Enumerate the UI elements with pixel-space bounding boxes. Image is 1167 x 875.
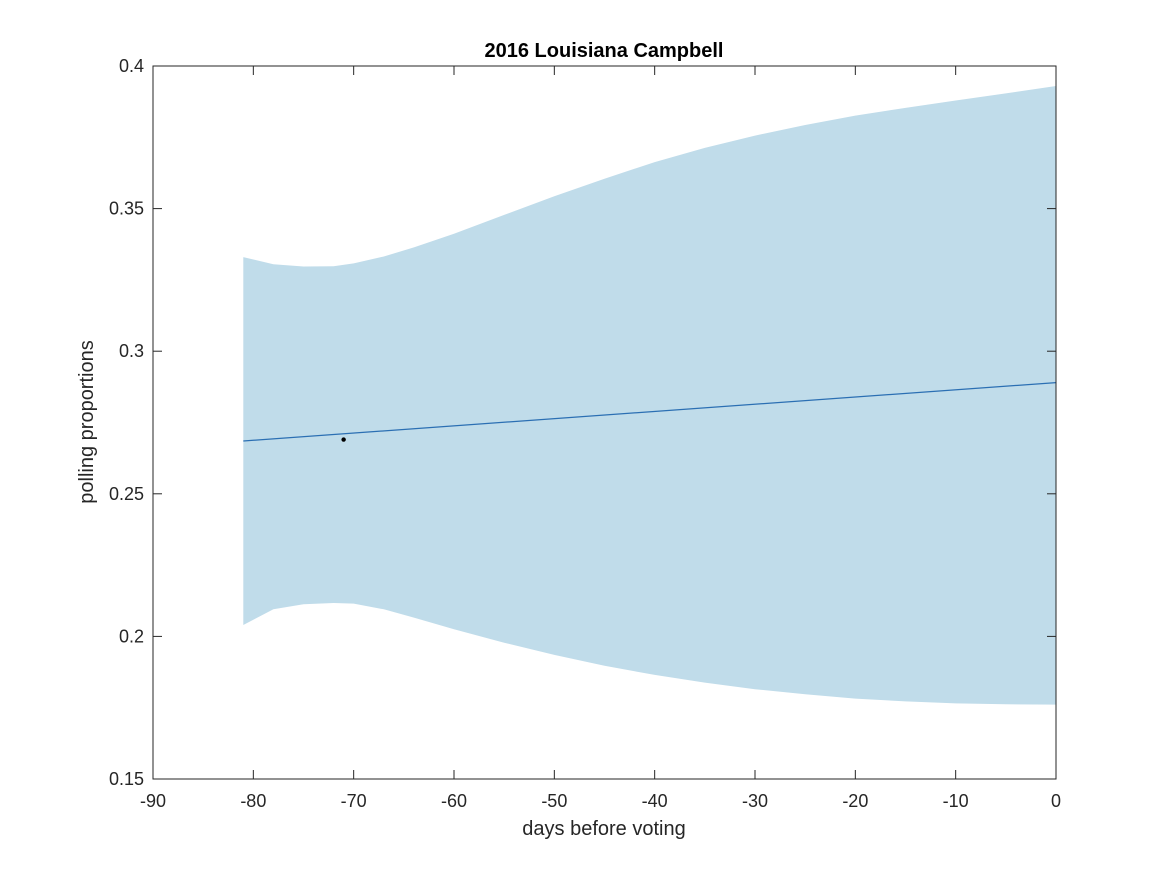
x-tick-label: -90 <box>140 791 166 811</box>
x-tick-label: -50 <box>541 791 567 811</box>
y-tick-label: 0.3 <box>119 341 144 361</box>
x-axis-label: days before voting <box>522 818 685 840</box>
poll-point <box>341 437 346 442</box>
x-tick-label: -80 <box>240 791 266 811</box>
mean-line <box>243 382 1057 442</box>
x-tick-label: -70 <box>341 791 367 811</box>
x-tick-label: 0 <box>1051 791 1061 811</box>
y-tick-label: 0.35 <box>109 199 144 219</box>
axes-box <box>152 65 1057 780</box>
y-tick-label: 0.2 <box>119 626 144 646</box>
y-tick-label: 0.25 <box>109 484 144 504</box>
y-tick-label: 0.4 <box>119 56 144 76</box>
chart-title: 2016 Louisiana Campbell <box>485 40 724 62</box>
x-tick-label: -20 <box>842 791 868 811</box>
y-tick-label: 0.15 <box>109 769 144 789</box>
y-axis-label: polling proportions <box>76 340 98 503</box>
x-tick-label: -30 <box>742 791 768 811</box>
plot-area: -90 -80 -70 -60 -50 -40 -30 -20 -10 0 0.15 0.2 0.25 0… <box>109 56 1061 811</box>
confidence-band <box>243 86 1057 705</box>
x-tick-label: -10 <box>943 791 969 811</box>
x-tick-label: -60 <box>441 791 467 811</box>
x-tick-label: -40 <box>642 791 668 811</box>
